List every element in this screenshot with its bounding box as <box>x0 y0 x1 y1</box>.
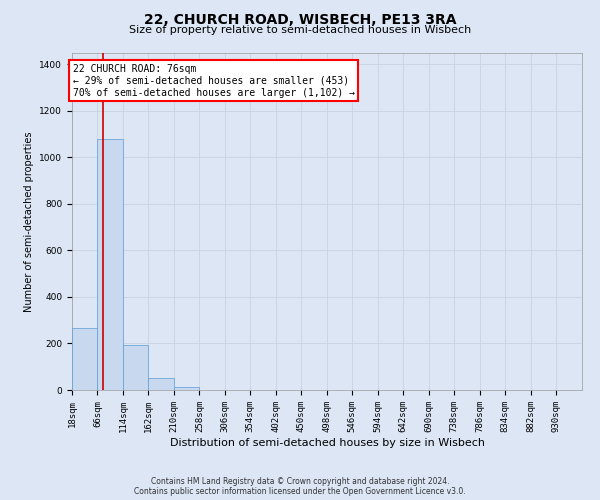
Bar <box>97 138 123 390</box>
Bar <box>123 344 148 390</box>
Bar <box>148 378 174 390</box>
Bar <box>72 328 97 390</box>
Text: 22, CHURCH ROAD, WISBECH, PE13 3RA: 22, CHURCH ROAD, WISBECH, PE13 3RA <box>144 12 456 26</box>
Bar <box>174 386 199 390</box>
Text: Size of property relative to semi-detached houses in Wisbech: Size of property relative to semi-detach… <box>129 25 471 35</box>
Text: 22 CHURCH ROAD: 76sqm
← 29% of semi-detached houses are smaller (453)
70% of sem: 22 CHURCH ROAD: 76sqm ← 29% of semi-deta… <box>73 64 355 98</box>
X-axis label: Distribution of semi-detached houses by size in Wisbech: Distribution of semi-detached houses by … <box>170 438 485 448</box>
Y-axis label: Number of semi-detached properties: Number of semi-detached properties <box>24 131 34 312</box>
Text: Contains HM Land Registry data © Crown copyright and database right 2024.
Contai: Contains HM Land Registry data © Crown c… <box>134 476 466 496</box>
